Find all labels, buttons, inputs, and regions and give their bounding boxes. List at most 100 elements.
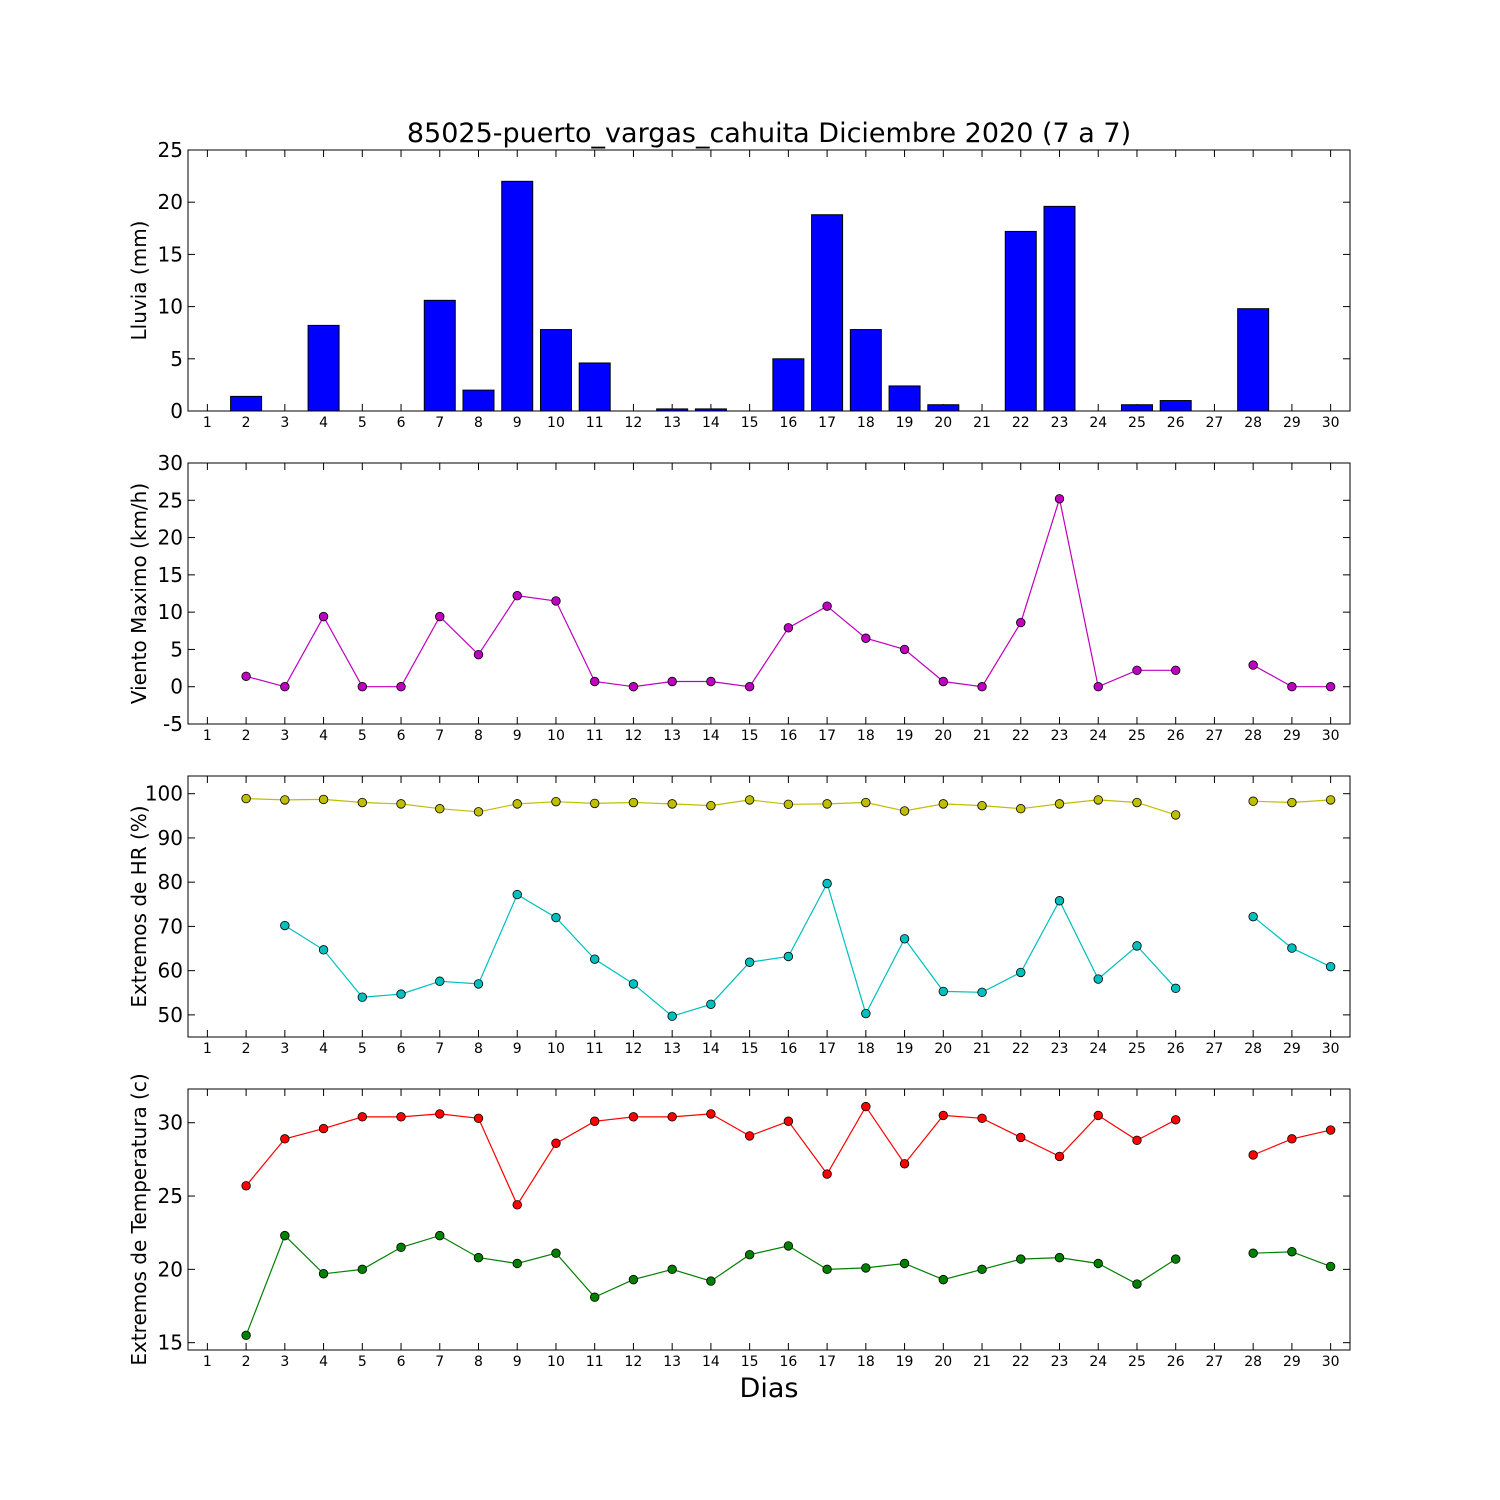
x-tick-label-hr: 21 <box>973 1041 991 1057</box>
hr-series-2-point <box>628 979 639 989</box>
x-tick-label-temp: 5 <box>358 1354 367 1370</box>
y-tick-label-wind: 10 <box>158 600 183 624</box>
hr-series-1-point <box>1016 804 1026 814</box>
wind-series-1-point <box>512 591 522 601</box>
x-tick-label-wind: 3 <box>280 728 289 744</box>
temp-series-2-point <box>435 1230 445 1241</box>
wind-series-1-point <box>241 671 251 681</box>
hr-series-2-point <box>1287 943 1297 953</box>
temp-series-2-point <box>241 1330 251 1341</box>
temp-series-1-point <box>861 1101 871 1112</box>
x-tick-label-hr: 30 <box>1322 1041 1340 1057</box>
temp-series-1-point <box>1132 1135 1142 1146</box>
rain-bar <box>1004 230 1037 412</box>
wind-series-1-point <box>822 601 832 611</box>
x-tick-label-wind: 7 <box>435 728 444 744</box>
temp-series-1-point <box>1093 1110 1103 1121</box>
x-tick-label-rain: 7 <box>435 415 444 431</box>
wind-series-1-point <box>706 676 716 687</box>
x-tick-label-temp: 24 <box>1089 1354 1107 1370</box>
plot-frame-temp <box>187 1088 1351 1351</box>
x-tick-label-wind: 28 <box>1244 728 1262 744</box>
x-tick-label-wind: 12 <box>625 728 643 744</box>
hr-series-1-point <box>744 795 755 805</box>
y-tick-label-temp: 20 <box>158 1257 183 1281</box>
hr-series-2-point <box>822 878 832 889</box>
y-tick-label-temp: 25 <box>158 1184 183 1208</box>
hr-series-2-point <box>590 954 600 964</box>
y-tick-label-hr: 70 <box>158 914 183 938</box>
x-tick-label-wind: 21 <box>973 728 991 744</box>
hr-series-2-point <box>473 979 484 989</box>
temp-series-1-point <box>938 1110 949 1121</box>
x-tick-label-wind: 16 <box>779 728 797 744</box>
hr-series-2-point <box>1054 896 1065 906</box>
rain-bar <box>927 404 960 412</box>
x-tick-label-hr: 8 <box>474 1041 483 1057</box>
x-tick-label-wind: 29 <box>1283 728 1301 744</box>
x-tick-label-hr: 29 <box>1283 1041 1301 1057</box>
wind-series-1-point <box>1248 660 1258 670</box>
x-tick-label-wind: 4 <box>319 728 328 744</box>
hr-series-1-point <box>396 799 406 809</box>
wind-series-1-point <box>590 676 600 687</box>
temp-series-1-point <box>473 1113 484 1124</box>
x-tick-label-wind: 27 <box>1206 728 1224 744</box>
x-tick-label-temp: 12 <box>625 1354 643 1370</box>
rain-bar <box>772 358 805 412</box>
wind-series-1-point <box>1287 682 1297 692</box>
hr-series-1-point <box>1093 795 1103 805</box>
rain-bar <box>230 395 263 412</box>
temp-series-1-point <box>396 1112 406 1122</box>
y-tick-label-rain: 25 <box>158 138 183 162</box>
temp-series-2-point <box>1287 1247 1297 1257</box>
hr-series-1-point <box>1248 796 1258 806</box>
plot-area-wind <box>188 463 1350 724</box>
x-tick-label-temp: 30 <box>1322 1354 1340 1370</box>
temp-series-1-point <box>590 1116 600 1126</box>
temp-series-1-point <box>706 1109 716 1119</box>
temp-series-2-point <box>512 1258 522 1269</box>
temp-series-2-point <box>822 1264 832 1275</box>
y-axis-label-temp: Extremos de Temperatura (c) <box>127 1073 151 1365</box>
x-tick-label-rain: 8 <box>474 415 483 431</box>
x-tick-label-rain: 14 <box>702 415 720 431</box>
wind-series-1-point <box>1132 665 1142 676</box>
temp-series-2-point <box>744 1249 755 1260</box>
wind-series-1-point <box>977 682 987 692</box>
y-tick-label-wind: 25 <box>158 488 183 512</box>
x-tick-label-hr: 2 <box>242 1041 251 1057</box>
y-tick-label-wind: 30 <box>158 451 183 475</box>
rain-bar <box>1237 308 1270 412</box>
x-tick-label-temp: 22 <box>1012 1354 1030 1370</box>
temp-series-2-point <box>551 1248 561 1258</box>
rain-bar <box>578 362 611 412</box>
y-axis-label-wind: Viento Maximo (km/h) <box>127 483 151 704</box>
x-tick-label-rain: 20 <box>934 415 952 431</box>
x-tick-label-rain: 26 <box>1167 415 1185 431</box>
x-tick-label-hr: 28 <box>1244 1041 1262 1057</box>
wind-series-1-point <box>628 682 639 692</box>
rain-bar <box>462 389 495 412</box>
x-tick-label-temp: 16 <box>779 1354 797 1370</box>
y-tick-label-wind: 20 <box>158 526 183 550</box>
temp-series-1-point <box>977 1113 987 1124</box>
hr-series-2-point <box>706 999 716 1009</box>
temp-series-2-point <box>280 1230 290 1241</box>
temp-series-1-point <box>318 1123 329 1134</box>
y-tick-label-hr: 80 <box>158 870 183 894</box>
x-tick-label-hr: 26 <box>1167 1041 1185 1057</box>
x-tick-label-wind: 11 <box>586 728 604 744</box>
x-tick-label-hr: 6 <box>397 1041 406 1057</box>
temp-series-1-point <box>783 1116 794 1126</box>
x-tick-label-wind: 23 <box>1051 728 1069 744</box>
x-tick-label-hr: 14 <box>702 1041 720 1057</box>
hr-series-1-point <box>590 798 600 809</box>
x-tick-label-wind: 19 <box>896 728 914 744</box>
hr-series-2-point <box>318 945 329 955</box>
